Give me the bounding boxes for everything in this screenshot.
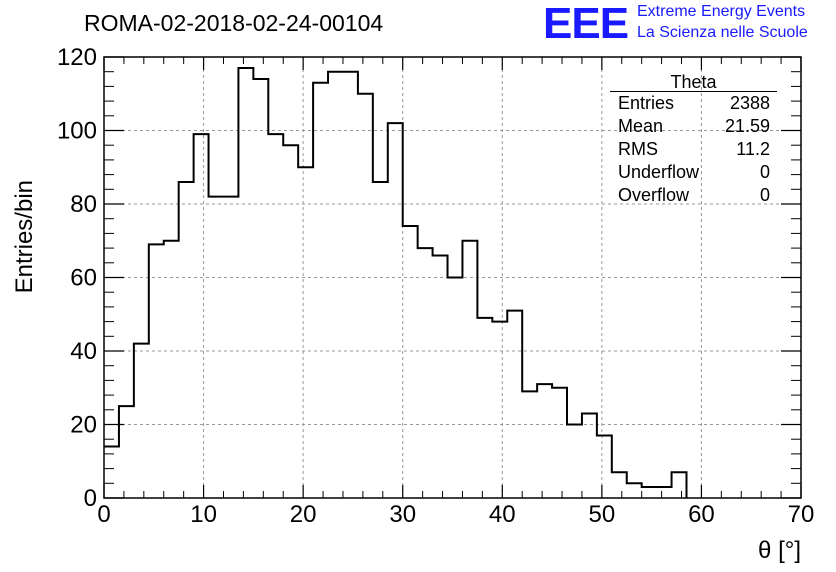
y-tick-labels: 0 20 40 60 80 100 120 (57, 44, 97, 512)
stats-label: Mean (618, 116, 664, 136)
x-tick-label: 50 (589, 501, 616, 528)
stats-label: Underflow (618, 162, 700, 182)
stats-value: 21.59 (724, 116, 770, 136)
y-tick-label: 0 (84, 485, 97, 512)
stats-title: Theta (670, 72, 717, 92)
y-tick-label: 80 (70, 191, 97, 218)
x-tick-label: 0 (97, 501, 110, 528)
axis-ticks (103, 56, 802, 499)
y-tick-label: 40 (70, 338, 97, 365)
stats-value: 0 (759, 162, 770, 182)
stats-row-entries: Entries 2388 (618, 93, 770, 116)
stats-row-mean: Mean 21.59 (618, 116, 770, 139)
y-axis-label: Entries/bin (11, 180, 38, 293)
stats-value: 11.2 (736, 139, 770, 159)
stats-row-overflow: Overflow 0 (618, 185, 770, 208)
y-tick-label: 120 (57, 44, 97, 71)
x-tick-label: 20 (290, 501, 317, 528)
x-tick-label: 70 (788, 501, 815, 528)
y-tick-label: 100 (57, 118, 97, 145)
stats-row-rms: RMS 11.2 (618, 139, 770, 162)
y-tick-label: 60 (70, 265, 97, 292)
logo-subtitle-line1: Extreme Energy Events (637, 3, 806, 20)
x-tick-label: 30 (389, 501, 416, 528)
stats-label: RMS (618, 139, 658, 159)
stats-value: 0 (759, 185, 770, 205)
statistics-box: Theta Entries 2388 Mean 21.59 RMS 11.2 U… (610, 72, 777, 207)
x-tick-label: 40 (489, 501, 516, 528)
stats-label: Overflow (618, 185, 690, 205)
y-tick-label: 20 (70, 412, 97, 439)
x-tick-label: 10 (190, 501, 217, 528)
grid-lines (104, 57, 801, 498)
stats-divider (610, 91, 777, 92)
chart-title: ROMA-02-2018-02-24-00104 (84, 10, 384, 36)
stats-label: Entries (618, 93, 675, 113)
logo-subtitle-line2: La Scienza nelle Scuole (637, 24, 808, 41)
x-tick-labels: 0 10 20 30 40 50 60 70 (97, 501, 814, 528)
stats-value: 2388 (729, 93, 770, 113)
x-tick-label: 60 (688, 501, 715, 528)
eee-logo: EEE (543, 0, 629, 48)
stats-row-underflow: Underflow 0 (618, 162, 770, 185)
x-axis-label: θ [°] (758, 537, 801, 564)
histogram-line (104, 67, 688, 498)
